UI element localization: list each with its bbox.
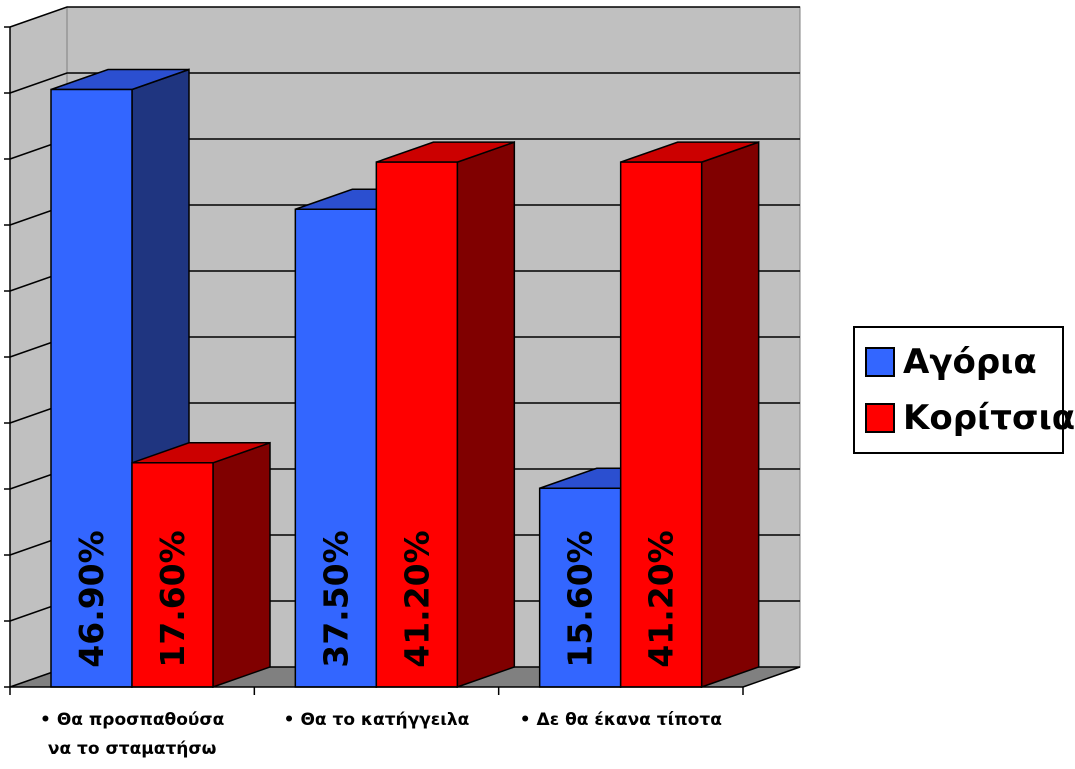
y-axis-ticks: [4, 26, 11, 688]
bar-front: [619, 161, 703, 688]
data-label: 46.90%: [72, 530, 111, 667]
category-label: • Θα το κατήγγειλα: [284, 710, 470, 730]
category-label-line: • Θα προσπαθούσα: [40, 710, 224, 730]
data-label: 15.60%: [561, 530, 600, 667]
legend-swatch-girls: [865, 403, 895, 433]
data-label: 17.60%: [153, 530, 192, 667]
bar-front: [538, 487, 622, 688]
x-axis: [9, 666, 801, 695]
category-label-line: • Δε θα έκανα τίποτα: [520, 710, 722, 730]
legend-label-girls: Κορίτσια: [903, 398, 1075, 438]
bar-front: [294, 208, 378, 688]
bar-front: [131, 462, 214, 688]
bar-side: [456, 141, 516, 689]
legend-label-boys: Αγόρια: [903, 342, 1037, 382]
data-label: 37.50%: [316, 530, 355, 667]
legend-swatch-boys: [865, 347, 895, 377]
gridline: [9, 6, 800, 28]
bar-Κορίτσια-1: 41.20%: [375, 141, 516, 689]
category-label: • Θα προσπαθούσα να το σταματήσω: [40, 710, 224, 759]
bar-Κορίτσια-0: 17.60%: [131, 441, 271, 689]
bar-side: [700, 141, 760, 689]
x-axis-depth-line: [742, 666, 801, 688]
category-label: • Δε θα έκανα τίποτα: [520, 710, 722, 730]
category-label-line: να το σταματήσω: [48, 739, 217, 759]
bar-front: [375, 161, 459, 688]
data-label: 41.20%: [397, 530, 436, 667]
bar-Κορίτσια-2: 41.20%: [619, 141, 760, 689]
gridline: [9, 72, 800, 94]
bar-side: [212, 441, 271, 689]
x-axis-labels: • Θα προσπαθούσα να το σταματήσω • Θα το κ…: [40, 710, 722, 759]
legend-item-girls: Κορίτσια: [865, 396, 1075, 440]
legend: Αγόρια Κορίτσια: [853, 326, 1075, 454]
data-label: 41.20%: [642, 530, 681, 667]
legend-item-boys: Αγόρια: [865, 340, 1037, 384]
category-label-line: • Θα το κατήγγειλα: [284, 710, 470, 730]
bars: 46.90% 17.60% 37.50% 41.20% 15.60% 41.20%: [50, 68, 760, 689]
